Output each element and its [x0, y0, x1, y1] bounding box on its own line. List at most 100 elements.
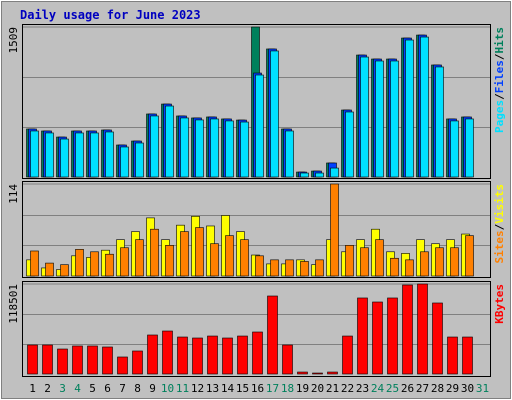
bar: [435, 66, 444, 178]
bar: [345, 245, 354, 277]
bar: [267, 295, 278, 375]
bar: [300, 172, 309, 178]
bar: [297, 371, 308, 375]
bar: [240, 239, 249, 277]
x-tick-label: 13: [206, 382, 219, 395]
bar: [120, 146, 129, 178]
bar: [192, 337, 203, 375]
bar: [255, 255, 264, 277]
bar: [387, 297, 398, 375]
bar: [270, 259, 279, 277]
bar: [222, 337, 233, 375]
bar: [90, 132, 99, 178]
x-tick-label: 28: [431, 382, 444, 395]
x-tick-label: 16: [251, 382, 264, 395]
legend: Pages/Files/Hits: [493, 27, 506, 133]
bar: [435, 247, 444, 277]
x-tick-label: 15: [236, 382, 249, 395]
bar: [150, 228, 159, 277]
bar: [357, 297, 368, 375]
x-tick-label: 4: [74, 382, 81, 395]
legend-separator: /: [493, 53, 506, 60]
bar: [210, 243, 219, 277]
bar: [150, 115, 159, 178]
x-tick-label: 10: [161, 382, 174, 395]
bar: [282, 344, 293, 375]
bar: [105, 131, 114, 178]
x-tick-label: 11: [176, 382, 189, 395]
bar: [135, 142, 144, 178]
bar: [60, 138, 69, 178]
y-tick-label: 1509: [7, 27, 20, 54]
bar: [465, 118, 474, 178]
x-tick-label: 20: [311, 382, 324, 395]
bar: [342, 335, 353, 375]
legend-entry: Files: [493, 60, 506, 93]
x-tick-label: 18: [281, 382, 294, 395]
bar: [462, 336, 473, 375]
legend-entry: Visits: [493, 184, 506, 224]
legend-entry: KBytes: [493, 284, 506, 324]
bar: [225, 120, 234, 178]
x-tick-label: 3: [59, 382, 66, 395]
bar: [270, 50, 279, 178]
bar: [330, 167, 339, 178]
legend-entry: Pages: [493, 100, 506, 133]
bar: [75, 249, 84, 277]
bar: [30, 130, 39, 178]
bar: [165, 245, 174, 277]
bar: [177, 336, 188, 375]
legend-entry: Hits: [493, 27, 506, 54]
bar: [315, 259, 324, 277]
y-tick-label: 118501: [7, 284, 20, 324]
bar: [420, 36, 429, 178]
bar: [390, 257, 399, 277]
bar: [312, 372, 323, 375]
x-tick-label: 2: [44, 382, 51, 395]
bar: [75, 132, 84, 178]
bar: [180, 117, 189, 178]
bar: [315, 172, 324, 178]
x-tick-label: 9: [149, 382, 156, 395]
x-tick-label: 8: [134, 382, 141, 395]
bar: [135, 239, 144, 277]
bar: [162, 330, 173, 375]
bar: [432, 302, 443, 375]
bar: [117, 356, 128, 375]
x-tick-label: 6: [104, 382, 111, 395]
bar: [330, 183, 339, 277]
bar: [30, 250, 39, 277]
bar: [45, 132, 54, 178]
x-tick-label: 19: [296, 382, 309, 395]
x-tick-label: 17: [266, 382, 279, 395]
bar: [42, 344, 53, 375]
legend: Sites/Visits: [493, 184, 506, 264]
bar: [300, 261, 309, 277]
legend-entry: Sites: [493, 230, 506, 263]
x-tick-label: 31: [476, 382, 489, 395]
bar: [132, 350, 143, 375]
legend: KBytes: [493, 284, 506, 324]
bar: [327, 371, 338, 375]
bar: [60, 264, 69, 277]
bar: [105, 253, 114, 277]
bar: [90, 251, 99, 277]
x-tick-label: 14: [221, 382, 235, 395]
bar: [237, 335, 248, 375]
x-tick-label: 26: [401, 382, 414, 395]
bar: [72, 345, 83, 375]
bar: [405, 259, 414, 277]
legend-separator: /: [493, 93, 506, 100]
x-tick-label: 23: [356, 382, 369, 395]
bar: [447, 336, 458, 375]
x-tick-label: 27: [416, 382, 429, 395]
x-tick-label: 25: [386, 382, 399, 395]
bar: [360, 247, 369, 277]
bar: [252, 331, 263, 375]
bar: [27, 344, 38, 375]
bar: [210, 118, 219, 178]
bar: [225, 235, 234, 277]
bar: [465, 235, 474, 277]
bar: [207, 335, 218, 375]
